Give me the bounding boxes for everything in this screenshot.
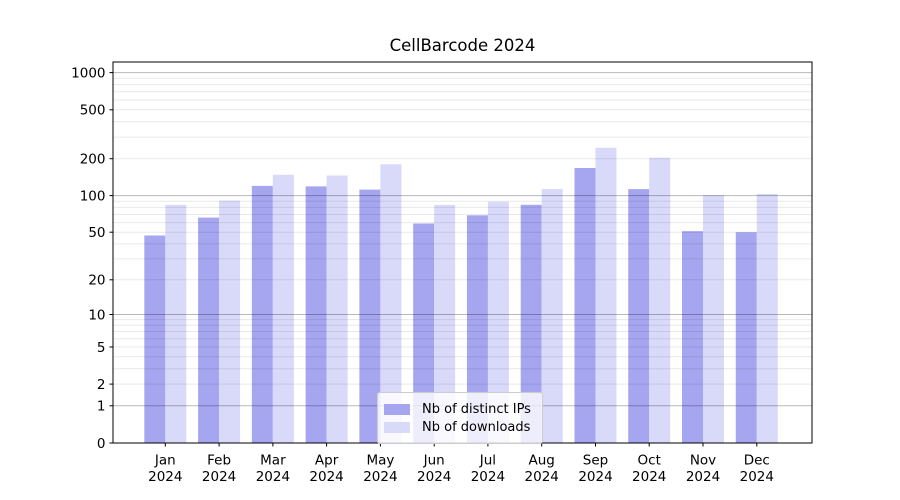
legend-label: Nb of distinct IPs — [422, 401, 531, 417]
x-tick-label-month: Feb — [207, 453, 231, 469]
y-tick-label: 2 — [97, 377, 106, 393]
x-tick-label-month: Apr — [315, 453, 339, 469]
bar-ips-oct — [628, 189, 650, 443]
bar-ips-jan — [144, 235, 166, 443]
x-tick-label-month: Jan — [154, 453, 176, 469]
x-tick-label-month: Oct — [638, 453, 661, 469]
y-tick-label: 5 — [97, 340, 106, 356]
y-tick-label: 1000 — [71, 65, 105, 81]
x-tick-label-year: 2024 — [256, 469, 290, 485]
x-tick-label-month: May — [366, 453, 394, 469]
x-tick-label-month: Dec — [744, 453, 770, 469]
chart-title: CellBarcode 2024 — [389, 36, 536, 55]
bar-ips-may — [359, 189, 381, 443]
bar-downloads-jun — [434, 204, 456, 443]
x-tick-label-year: 2024 — [363, 469, 397, 485]
bar-ips-nov — [682, 231, 704, 443]
bar-downloads-feb — [219, 200, 241, 443]
x-tick-label-year: 2024 — [148, 469, 182, 485]
x-tick-label-year: 2024 — [525, 469, 559, 485]
x-tick-label-month: Sep — [583, 453, 608, 469]
legend-item: Nb of distinct IPs — [384, 401, 536, 417]
x-tick-label-month: Mar — [260, 453, 286, 469]
x-tick-label-year: 2024 — [202, 469, 236, 485]
bar-ips-jul — [466, 215, 488, 443]
y-tick-label: 100 — [80, 188, 106, 204]
bar-ips-sep — [574, 168, 596, 443]
x-tick-label-month: Jun — [423, 453, 445, 469]
y-tick-label: 0 — [97, 436, 106, 452]
bar-downloads-jul — [487, 201, 509, 443]
bar-downloads-apr — [326, 175, 348, 443]
x-tick-label-month: Jul — [479, 453, 496, 469]
bar-downloads-mar — [272, 174, 294, 444]
legend-swatch-distinct-ips — [384, 403, 410, 415]
y-tick-label: 1 — [97, 399, 106, 415]
x-tick-label-year: 2024 — [632, 469, 666, 485]
legend-label: Nb of downloads — [422, 419, 531, 435]
y-tick-label: 10 — [88, 307, 105, 323]
x-tick-label-year: 2024 — [686, 469, 720, 485]
legend: Nb of distinct IPs Nb of downloads — [377, 392, 543, 444]
x-tick-label-month: Aug — [529, 453, 555, 469]
x-tick-label-year: 2024 — [309, 469, 343, 485]
y-tick-label: 200 — [80, 152, 106, 168]
y-tick-label: 50 — [88, 225, 105, 241]
legend-swatch-downloads — [384, 421, 410, 433]
y-tick-label: 20 — [88, 273, 105, 289]
x-tick-label-month: Nov — [690, 453, 716, 469]
bar-ips-dec — [735, 232, 757, 443]
y-tick-label: 500 — [80, 103, 106, 119]
bar-ips-mar — [251, 185, 273, 443]
bar-ips-apr — [305, 186, 327, 443]
x-tick-label-year: 2024 — [578, 469, 612, 485]
bar-ips-aug — [520, 204, 542, 443]
bar-downloads-may — [380, 164, 402, 444]
bar-downloads-sep — [595, 147, 617, 443]
bar-downloads-oct — [649, 157, 671, 443]
bar-downloads-dec — [756, 194, 778, 443]
bar-ips-feb — [198, 217, 220, 443]
bar-ips-jun — [413, 223, 435, 443]
bar-downloads-nov — [703, 195, 725, 443]
x-tick-label-year: 2024 — [471, 469, 505, 485]
bar-downloads-jan — [165, 204, 187, 443]
x-tick-label-year: 2024 — [740, 469, 774, 485]
x-tick-label-year: 2024 — [417, 469, 451, 485]
bar-downloads-aug — [541, 189, 563, 443]
legend-item: Nb of downloads — [384, 419, 536, 435]
